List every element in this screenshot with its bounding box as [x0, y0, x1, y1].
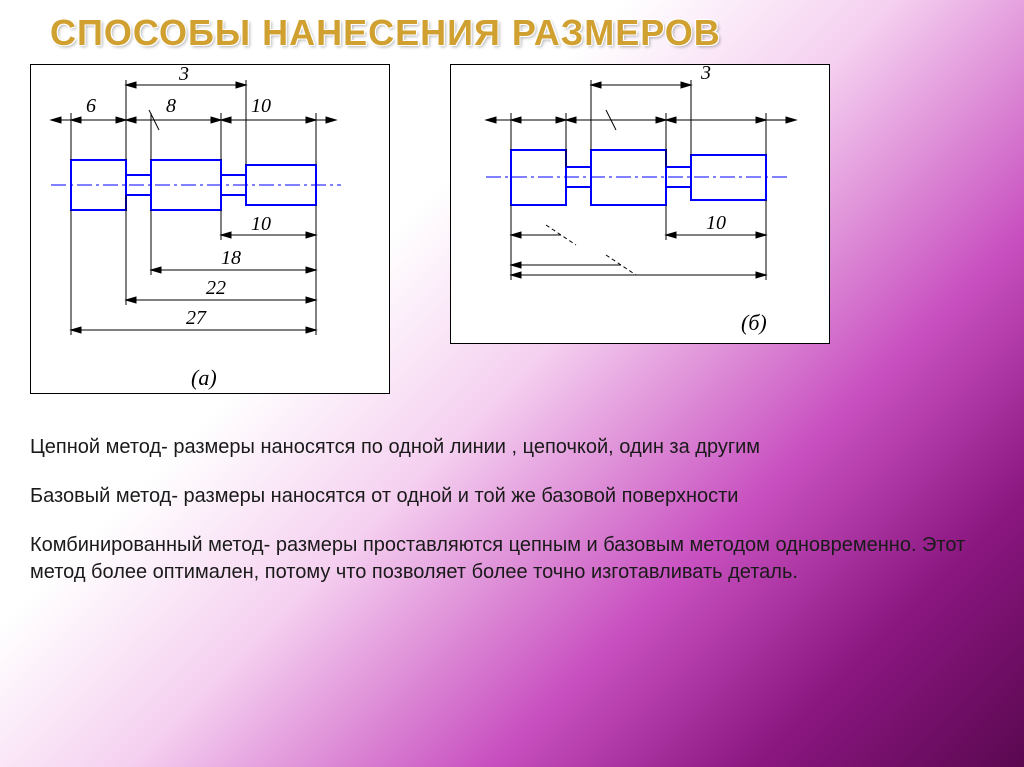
dim-b-10: 10 — [706, 212, 726, 235]
diagram-b-svg — [451, 65, 831, 345]
diagram-b: 3 10 (б) — [450, 64, 830, 344]
dim-a-top-overall: 3 — [179, 63, 189, 86]
page-title: Способы нанесения размеров — [0, 0, 1024, 54]
paragraph-combined: Комбинированный метод- размеры проставля… — [30, 532, 984, 586]
paragraph-base: Базовый метод- размеры наносятся от одно… — [30, 483, 984, 510]
dim-a-18: 18 — [221, 247, 241, 270]
dim-a-8: 8 — [166, 95, 176, 118]
dim-a-10t: 10 — [251, 95, 271, 118]
diagram-a-svg — [31, 65, 391, 395]
dim-a-6: 6 — [86, 95, 96, 118]
diagram-row: 3 6 8 10 10 18 22 27 (а) — [0, 54, 1024, 394]
body-text: Цепной метод- размеры наносятся по одной… — [0, 394, 1024, 586]
fig-label-a: (а) — [191, 365, 217, 391]
dim-a-27: 27 — [186, 307, 206, 330]
dim-b-3: 3 — [701, 62, 711, 85]
fig-label-b: (б) — [741, 310, 767, 336]
dim-a-22: 22 — [206, 277, 226, 300]
dim-a-10b: 10 — [251, 213, 271, 236]
diagram-a: 3 6 8 10 10 18 22 27 (а) — [30, 64, 390, 394]
paragraph-chain: Цепной метод- размеры наносятся по одной… — [30, 434, 984, 461]
